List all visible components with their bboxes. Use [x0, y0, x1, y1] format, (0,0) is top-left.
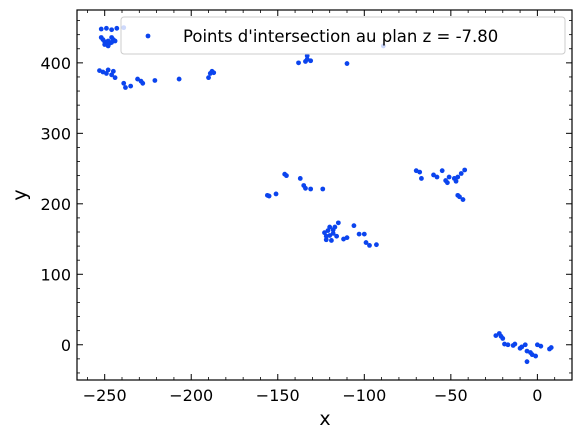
data-point: [304, 53, 310, 59]
data-point: [453, 178, 459, 184]
x-tick-label: −200: [169, 386, 213, 405]
y-tick-label: 200: [40, 195, 71, 214]
data-point: [110, 68, 116, 74]
data-point: [98, 26, 104, 32]
data-point: [431, 172, 436, 178]
data-point: [121, 80, 127, 86]
data-point: [462, 167, 468, 173]
x-tick-label: −50: [434, 386, 468, 405]
y-tick-label: 0: [61, 336, 71, 355]
data-point: [512, 341, 518, 347]
x-tick-label: −100: [342, 386, 386, 405]
data-point: [323, 237, 329, 243]
data-point: [105, 67, 111, 73]
data-point: [327, 233, 333, 238]
data-point: [500, 336, 506, 341]
x-tick-label: 0: [532, 386, 542, 405]
data-point: [344, 235, 350, 241]
data-point: [444, 180, 450, 186]
data-point: [332, 224, 338, 230]
data-point: [327, 224, 333, 230]
data-point: [533, 353, 539, 359]
y-tick-label: 300: [40, 124, 71, 143]
data-point: [105, 43, 111, 49]
data-point: [320, 186, 326, 192]
data-point: [335, 220, 341, 226]
data-point: [522, 342, 528, 348]
data-point: [493, 333, 499, 338]
data-point: [524, 359, 530, 365]
data-point: [266, 193, 272, 199]
data-point: [206, 75, 211, 81]
data-point: [140, 80, 146, 86]
data-point: [367, 242, 372, 248]
data-point: [548, 345, 554, 350]
data-point: [109, 27, 115, 33]
data-point: [356, 231, 362, 237]
data-point: [296, 60, 301, 66]
data-point: [112, 75, 118, 81]
data-point: [334, 233, 340, 239]
data-point: [303, 185, 308, 191]
data-point: [419, 176, 424, 181]
data-point: [211, 70, 217, 76]
x-axis-label: x: [319, 408, 330, 430]
data-point: [273, 191, 279, 197]
legend: Points d'intersection au plan z = -7.80: [120, 16, 566, 55]
points-layer: [97, 25, 554, 365]
data-point: [505, 342, 511, 348]
legend-label: Points d'intersection au plan z = -7.80: [183, 27, 498, 46]
data-point: [417, 169, 423, 175]
data-point: [519, 344, 525, 350]
y-tick-label: 400: [40, 54, 71, 73]
data-point: [109, 40, 115, 45]
data-point: [458, 171, 464, 176]
data-point: [329, 238, 334, 243]
data-point: [330, 231, 336, 236]
data-point: [374, 242, 379, 248]
data-point: [284, 173, 289, 179]
data-point: [460, 197, 466, 202]
data-point: [114, 25, 120, 31]
x-tick-label: −250: [83, 386, 127, 405]
data-point: [135, 76, 140, 82]
data-point: [446, 174, 452, 180]
data-point: [455, 174, 461, 180]
data-point: [439, 168, 445, 174]
data-point: [344, 61, 350, 66]
data-point: [361, 231, 367, 237]
x-tick-label: −150: [256, 386, 300, 405]
data-point: [176, 76, 182, 82]
data-point: [297, 176, 303, 181]
data-point: [128, 83, 134, 89]
data-point: [538, 343, 544, 349]
data-point: [363, 240, 369, 245]
y-tick-label: 100: [40, 265, 71, 284]
plot-frame: [76, 9, 573, 381]
data-point: [152, 78, 158, 83]
y-axis-label: y: [9, 189, 31, 200]
data-point: [434, 174, 440, 180]
data-point: [104, 25, 109, 31]
legend-marker: [145, 33, 151, 39]
data-point: [351, 223, 357, 229]
data-point: [308, 186, 314, 192]
data-point: [457, 194, 462, 200]
data-point: [308, 58, 314, 64]
ticks-layer: −250 −200 −150 −100 −50 0 0 100 200 300 400: [40, 10, 573, 405]
data-point: [123, 85, 128, 90]
legend-box: [120, 16, 566, 55]
